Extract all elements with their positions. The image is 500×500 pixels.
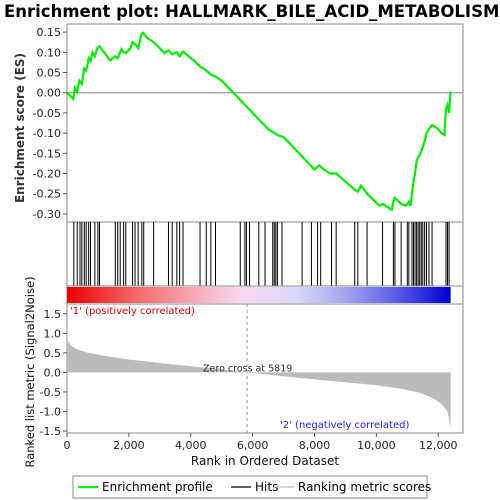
- es-y-tick-label: 0.10: [37, 46, 62, 59]
- es-y-tick-label: 0.05: [37, 66, 62, 79]
- rank-y-tick-label: -0.5: [40, 386, 61, 399]
- rank-color-bar: [67, 287, 451, 303]
- x-tick-label: 6,000: [237, 439, 269, 452]
- es-y-axis: -0.30 -0.25 -0.20 -0.15 -0.10 -0.05 0.00 0.05 0.…: [33, 26, 67, 221]
- chart-title: Enrichment plot: HALLMARK_BILE_ACID_META…: [4, 2, 499, 21]
- rank-y-tick-label: 0.0: [44, 366, 62, 379]
- rank-x-axis: 0 2,000 4,000 6,000 8,000 10,000 12,000: [64, 433, 458, 452]
- ranking-metric-area: [67, 331, 451, 428]
- hits-track: [73, 222, 450, 286]
- x-axis-label: Rank in Ordered Dataset: [191, 454, 339, 468]
- es-y-tick-label: -0.30: [33, 208, 61, 221]
- x-tick-label: 2,000: [113, 439, 145, 452]
- legend-hits-label: Hits: [255, 480, 278, 494]
- es-y-tick-label: -0.05: [33, 107, 61, 120]
- positive-correlation-label: '1' (positively correlated): [70, 306, 195, 317]
- es-y-tick-label: -0.20: [33, 168, 61, 181]
- es-y-tick-label: -0.10: [33, 127, 61, 140]
- x-tick-label: 10,000: [357, 439, 396, 452]
- es-y-axis-label: Enrichment score (ES): [13, 53, 27, 203]
- zero-cross-label: Zero cross at 5819: [203, 363, 292, 374]
- rank-y-axis: -1.5 -1.0 -0.5 0.0 0.5 1.0 1.5: [40, 308, 67, 438]
- rank-y-tick-label: -1.0: [40, 406, 61, 419]
- x-tick-label: 8,000: [299, 439, 331, 452]
- es-panel-frame: [66, 23, 464, 223]
- x-tick-label: 12,000: [419, 439, 458, 452]
- x-tick-label: 0: [64, 439, 71, 452]
- rank-y-tick-label: 1.5: [44, 308, 62, 321]
- legend-enrichment-profile-label: Enrichment profile: [102, 480, 213, 494]
- es-y-tick-label: -0.15: [33, 147, 61, 160]
- rank-y-tick-label: 1.0: [44, 327, 62, 340]
- es-y-tick-label: 0.00: [37, 87, 62, 100]
- es-y-tick-label: -0.25: [33, 188, 61, 201]
- rank-y-axis-label: Ranked list metric (Signal2Noise): [23, 276, 37, 467]
- negative-correlation-label: '2' (negatively correlated): [280, 420, 409, 431]
- rank-y-tick-label: -1.5: [40, 425, 61, 438]
- rank-y-tick-label: 0.5: [44, 347, 62, 360]
- es-y-tick-label: 0.15: [37, 26, 62, 39]
- enrichment-profile-line: [66, 31, 452, 212]
- legend-ranking-metric-label: Ranking metric scores: [298, 480, 431, 494]
- x-tick-label: 4,000: [175, 439, 207, 452]
